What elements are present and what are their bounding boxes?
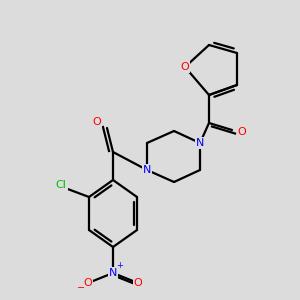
Text: O: O xyxy=(93,117,101,127)
Text: −: − xyxy=(77,283,85,293)
Text: O: O xyxy=(181,62,189,72)
Text: O: O xyxy=(84,278,92,288)
Text: N: N xyxy=(143,165,151,175)
Text: Cl: Cl xyxy=(56,180,66,190)
Text: N: N xyxy=(196,138,204,148)
Text: +: + xyxy=(117,262,123,271)
Text: N: N xyxy=(109,268,117,278)
Text: O: O xyxy=(238,127,246,137)
Text: O: O xyxy=(134,278,142,288)
